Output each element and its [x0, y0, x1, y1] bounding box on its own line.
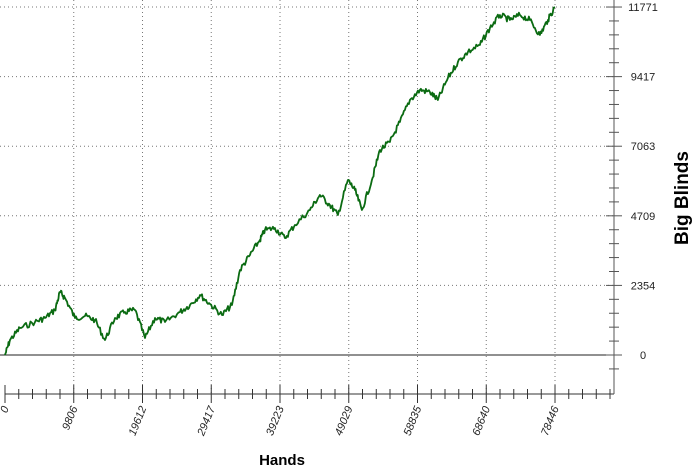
- y-tick-label: 4709: [631, 211, 655, 223]
- x-tick-label: 49029: [333, 405, 356, 438]
- axes: [0, 0, 622, 403]
- grid-lines: [0, 0, 614, 394]
- y-axis-title: Big Blinds: [672, 151, 693, 245]
- series-layer: [4, 6, 556, 356]
- x-tick-labels: 0 9806 19612 29417 39223 49029 58835 68640 78446: [0, 404, 562, 439]
- x-axis-title: Hands: [259, 452, 305, 469]
- y-tick-label: 0: [640, 350, 646, 362]
- y-tick-label: 9417: [631, 72, 655, 84]
- x-tick-label: 68640: [470, 404, 493, 438]
- y-tick-labels: 0 2354 4709 7063 9417 11771: [628, 2, 658, 362]
- x-tick-label: 29417: [195, 404, 218, 439]
- x-tick-label: 9806: [60, 404, 81, 432]
- x-tick-label: 78446: [539, 404, 562, 438]
- x-tick-label: 19612: [127, 405, 150, 438]
- series-line: [4, 6, 556, 356]
- y-tick-label: 7063: [631, 141, 655, 153]
- y-tick-label: 11771: [628, 2, 658, 14]
- y-tick-label: 2354: [631, 280, 655, 292]
- x-tick-label: 58835: [402, 404, 425, 438]
- x-tick-label: 0: [0, 404, 12, 415]
- x-tick-label: 39223: [264, 404, 287, 438]
